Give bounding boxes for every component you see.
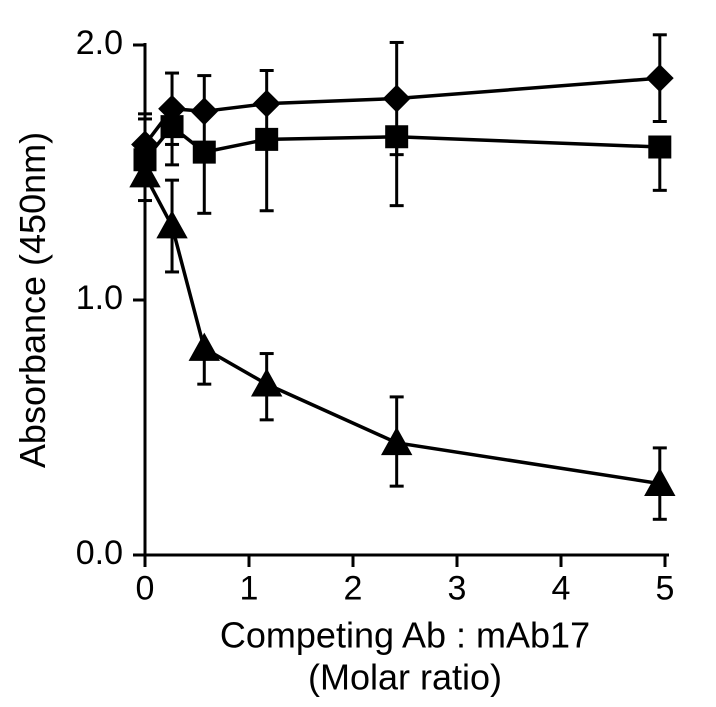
x-tick-label: 2 [344,569,363,607]
x-tick-label: 1 [240,569,259,607]
marker-square [649,136,671,158]
competition-chart: 0.0 1.0 2.0 0 1 2 3 4 5 Absorbance (450nm) Competi… [0,0,716,707]
marker-square [256,128,278,150]
marker-square [386,126,408,148]
x-axis-label: Competing Ab : mAb17 [220,614,590,655]
x-tick-label: 4 [552,569,571,607]
y-tick-label: 1.0 [76,279,123,317]
marker-square [161,116,183,138]
x-tick-label: 3 [448,569,467,607]
x-tick-label: 5 [656,569,675,607]
x-tick-label: 0 [136,569,155,607]
y-tick-label: 0.0 [76,534,123,572]
y-axis-label: Absorbance (450nm) [12,132,53,468]
y-tick-label: 2.0 [76,24,123,62]
x-axis-sublabel: (Molar ratio) [308,656,502,697]
marker-square [193,141,215,163]
chart-svg: 0.0 1.0 2.0 0 1 2 3 4 5 Absorbance (450nm) Competi… [0,0,716,707]
